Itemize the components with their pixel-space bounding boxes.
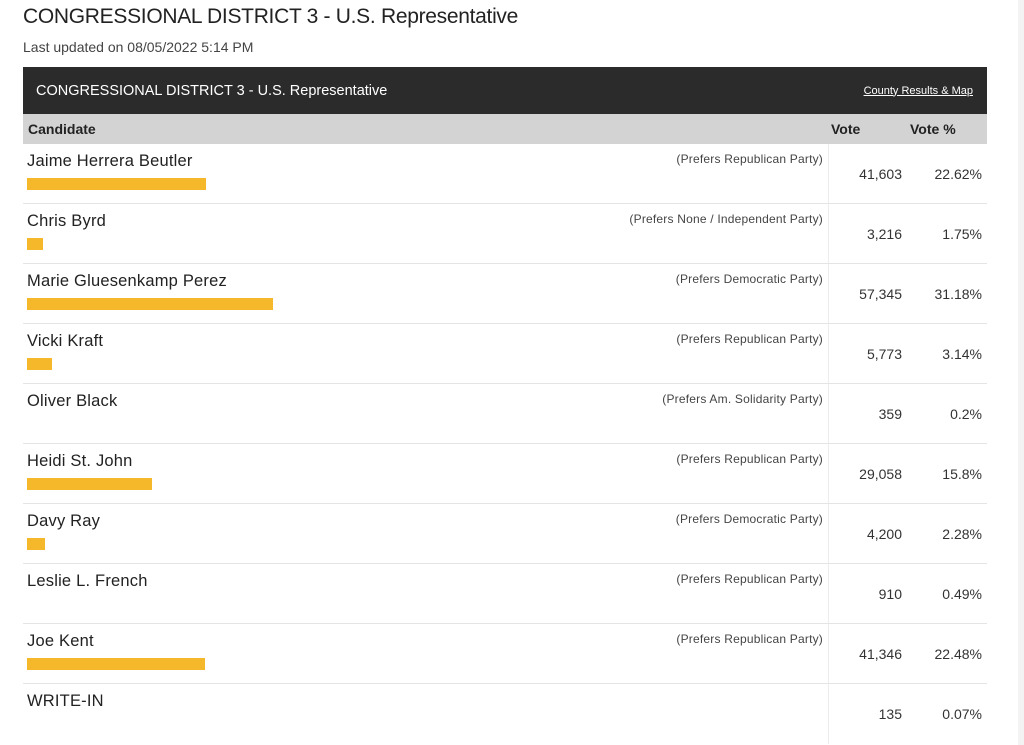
candidate-name: Heidi St. John xyxy=(27,452,133,470)
vote-share-bar xyxy=(27,358,52,370)
candidate-row: Jaime Herrera Beutler (Prefers Republica… xyxy=(23,144,987,204)
results-panel: CONGRESSIONAL DISTRICT 3 - U.S. Represen… xyxy=(23,67,987,744)
candidate-vote-pct: 2.28% xyxy=(942,526,982,542)
candidate-votes: 29,058 xyxy=(859,466,902,482)
candidate-row: Davy Ray (Prefers Democratic Party) 4,20… xyxy=(23,504,987,564)
candidate-name: Vicki Kraft xyxy=(27,332,104,350)
candidate-party: (Prefers Am. Solidarity Party) xyxy=(662,392,823,406)
candidate-rows: Jaime Herrera Beutler (Prefers Republica… xyxy=(23,144,987,744)
column-header-candidate: Candidate xyxy=(28,121,96,137)
last-updated-text: Last updated on 08/05/2022 5:14 PM xyxy=(23,39,254,55)
candidate-vote-pct: 22.48% xyxy=(934,646,982,662)
candidate-vote-pct: 22.62% xyxy=(934,166,982,182)
candidate-row: Leslie L. French (Prefers Republican Par… xyxy=(23,564,987,624)
candidate-row: Heidi St. John (Prefers Republican Party… xyxy=(23,444,987,504)
race-name: CONGRESSIONAL DISTRICT 3 - U.S. Represen… xyxy=(36,82,388,99)
candidate-vote-pct: 0.2% xyxy=(950,406,982,422)
county-results-map-link[interactable]: County Results & Map xyxy=(863,84,973,97)
vote-share-bar xyxy=(27,238,43,250)
column-divider xyxy=(828,204,829,263)
page-title: CONGRESSIONAL DISTRICT 3 - U.S. Represen… xyxy=(23,5,519,28)
candidate-party: (Prefers Republican Party) xyxy=(676,332,823,346)
column-divider xyxy=(828,504,829,563)
vote-share-bar xyxy=(27,178,206,190)
candidate-vote-pct: 3.14% xyxy=(942,346,982,362)
candidate-name: Chris Byrd xyxy=(27,212,107,230)
candidate-vote-pct: 15.8% xyxy=(942,466,982,482)
candidate-votes: 41,603 xyxy=(859,166,902,182)
vote-share-bar xyxy=(27,478,152,490)
column-divider xyxy=(828,684,829,744)
candidate-vote-pct: 31.18% xyxy=(934,286,982,302)
candidate-row: Oliver Black (Prefers Am. Solidarity Par… xyxy=(23,384,987,444)
candidate-name: Joe Kent xyxy=(27,632,94,650)
page-scrollbar[interactable] xyxy=(1018,0,1024,745)
candidate-votes: 359 xyxy=(878,406,902,422)
column-divider xyxy=(828,624,829,683)
candidate-votes: 57,345 xyxy=(859,286,902,302)
candidate-name: Jaime Herrera Beutler xyxy=(27,152,193,170)
candidate-votes: 4,200 xyxy=(866,526,902,542)
candidate-row: Marie Gluesenkamp Perez (Prefers Democra… xyxy=(23,264,987,324)
candidate-party: (Prefers Democratic Party) xyxy=(675,272,823,286)
candidate-row: Joe Kent (Prefers Republican Party) 41,3… xyxy=(23,624,987,684)
column-divider xyxy=(828,444,829,503)
candidate-votes: 135 xyxy=(878,706,902,722)
candidate-vote-pct: 0.49% xyxy=(942,586,982,602)
candidate-name: WRITE-IN xyxy=(27,692,104,710)
column-divider xyxy=(828,264,829,323)
candidate-row: Vicki Kraft (Prefers Republican Party) 5… xyxy=(23,324,987,384)
column-divider xyxy=(828,144,829,203)
candidate-votes: 41,346 xyxy=(859,646,902,662)
candidate-row: WRITE-IN 135 0.07% xyxy=(23,684,987,744)
column-header-vote-pct: Vote % xyxy=(910,121,956,137)
candidate-votes: 910 xyxy=(878,586,902,602)
results-column-header: Candidate Vote Vote % xyxy=(23,114,987,144)
candidate-name: Davy Ray xyxy=(27,512,101,530)
vote-share-bar xyxy=(27,298,273,310)
column-divider xyxy=(828,384,829,443)
column-divider xyxy=(828,564,829,623)
column-divider xyxy=(828,324,829,383)
candidate-party: (Prefers None / Independent Party) xyxy=(629,212,823,226)
column-header-vote: Vote xyxy=(831,121,861,137)
candidate-party: (Prefers Democratic Party) xyxy=(675,512,823,526)
candidate-row: Chris Byrd (Prefers None / Independent P… xyxy=(23,204,987,264)
candidate-party: (Prefers Republican Party) xyxy=(676,632,823,646)
candidate-votes: 3,216 xyxy=(866,226,902,242)
candidate-vote-pct: 0.07% xyxy=(942,706,982,722)
candidate-party: (Prefers Republican Party) xyxy=(676,452,823,466)
candidate-party: (Prefers Republican Party) xyxy=(676,152,823,166)
candidate-vote-pct: 1.75% xyxy=(942,226,982,242)
candidate-name: Oliver Black xyxy=(27,392,118,410)
results-panel-header: CONGRESSIONAL DISTRICT 3 - U.S. Represen… xyxy=(23,67,987,114)
vote-share-bar xyxy=(27,658,205,670)
candidate-votes: 5,773 xyxy=(866,346,902,362)
candidate-name: Marie Gluesenkamp Perez xyxy=(27,272,227,290)
vote-share-bar xyxy=(27,538,45,550)
candidate-name: Leslie L. French xyxy=(27,572,148,590)
candidate-party: (Prefers Republican Party) xyxy=(676,572,823,586)
